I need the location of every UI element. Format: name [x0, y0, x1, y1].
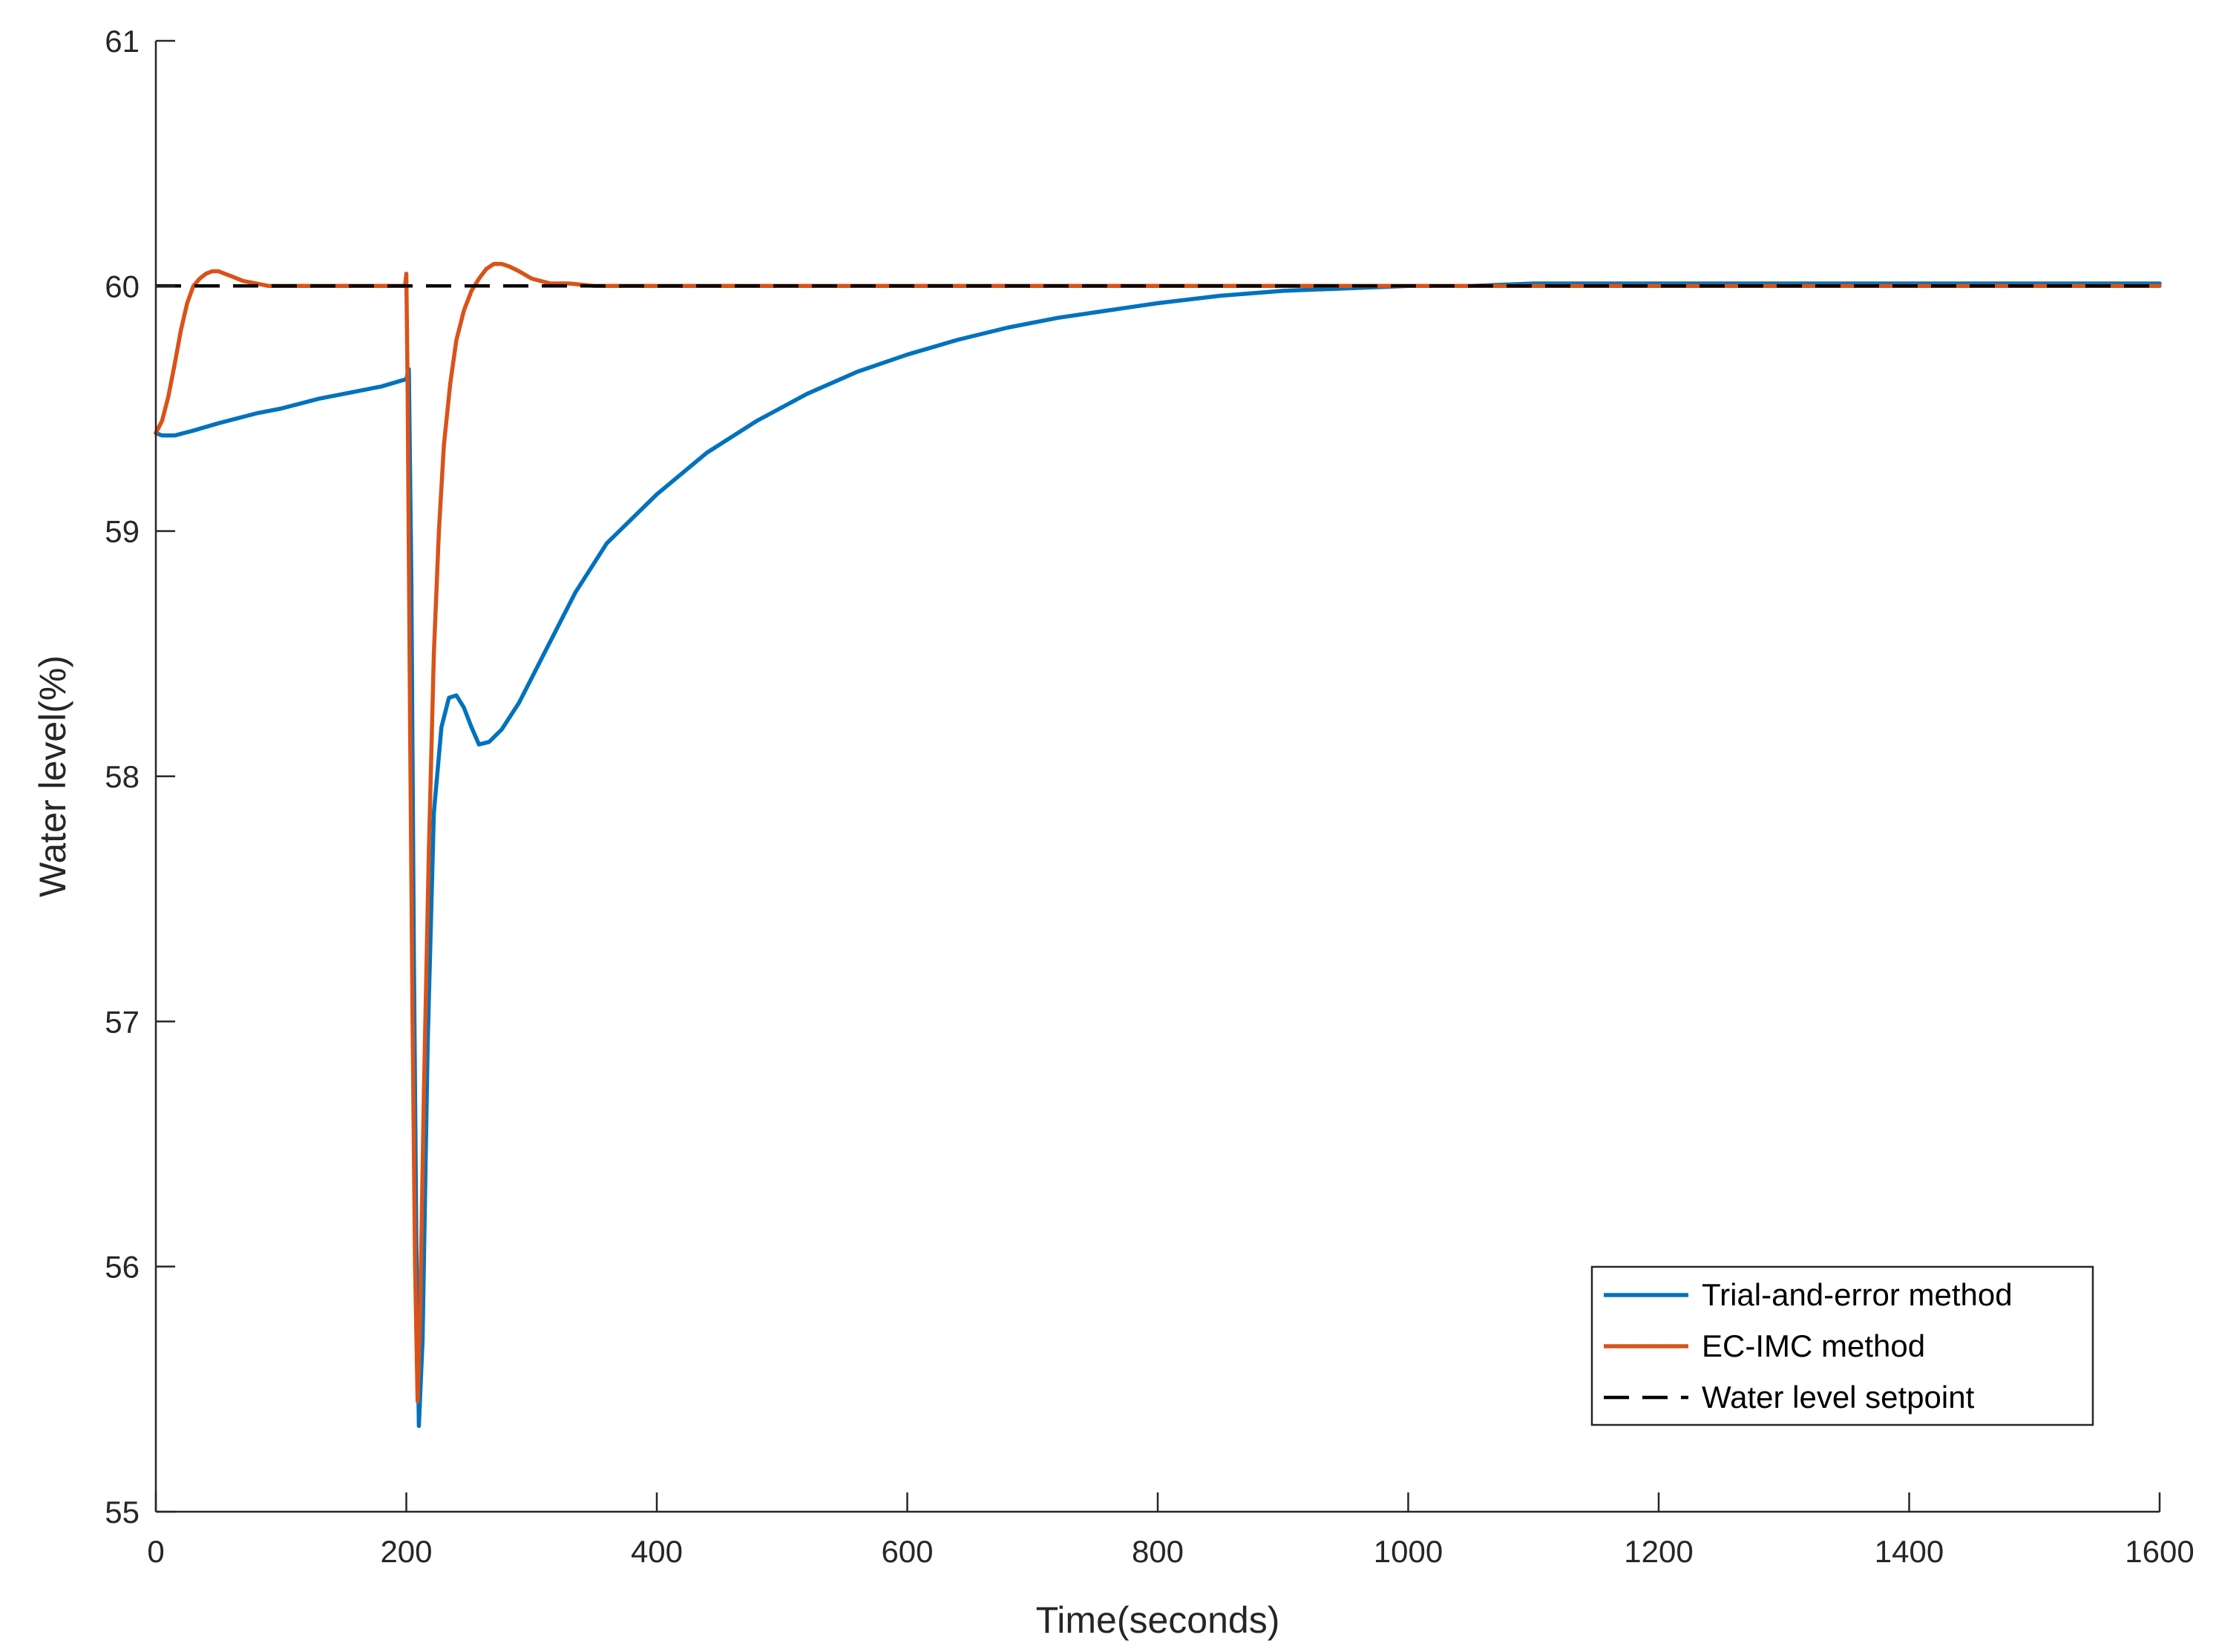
- y-ticks: 55 56 57 58 59 60 61: [105, 24, 175, 1530]
- y-tick-label-4: 59: [105, 514, 140, 549]
- x-tick-label-8: 1600: [2125, 1534, 2194, 1569]
- x-axis-label: Time(seconds): [1036, 1599, 1280, 1641]
- y-tick-label-2: 57: [105, 1004, 140, 1039]
- legend-label-0: Trial-and-error method: [1702, 1277, 2013, 1312]
- y-tick-label-3: 58: [105, 759, 140, 794]
- x-tick-label-1: 200: [380, 1534, 432, 1569]
- x-tick-label-0: 0: [147, 1534, 164, 1569]
- x-tick-label-4: 800: [1132, 1534, 1184, 1569]
- y-axis-label: Water level(%): [32, 655, 73, 897]
- x-tick-label-7: 1400: [1875, 1534, 1944, 1569]
- legend-label-2: Water level setpoint: [1702, 1380, 1975, 1415]
- x-ticks: 0 200 400 600 800 1000 1200 1400 1600: [147, 1492, 2195, 1569]
- y-tick-label-6: 61: [105, 24, 140, 59]
- series-line-1: [154, 261, 2162, 1404]
- x-tick-label-2: 400: [631, 1534, 683, 1569]
- x-tick-label-6: 1200: [1624, 1534, 1693, 1569]
- legend: Trial-and-error method EC-IMC method Water…: [1590, 1265, 2094, 1426]
- x-tick-label-5: 1000: [1374, 1534, 1443, 1569]
- legend-label-1: EC-IMC method: [1702, 1328, 1925, 1363]
- y-tick-label-5: 60: [105, 269, 140, 304]
- y-tick-label-1: 56: [105, 1250, 140, 1285]
- x-tick-label-3: 600: [881, 1534, 933, 1569]
- plot-lines: [154, 261, 2162, 1429]
- y-tick-label-0: 55: [105, 1495, 140, 1530]
